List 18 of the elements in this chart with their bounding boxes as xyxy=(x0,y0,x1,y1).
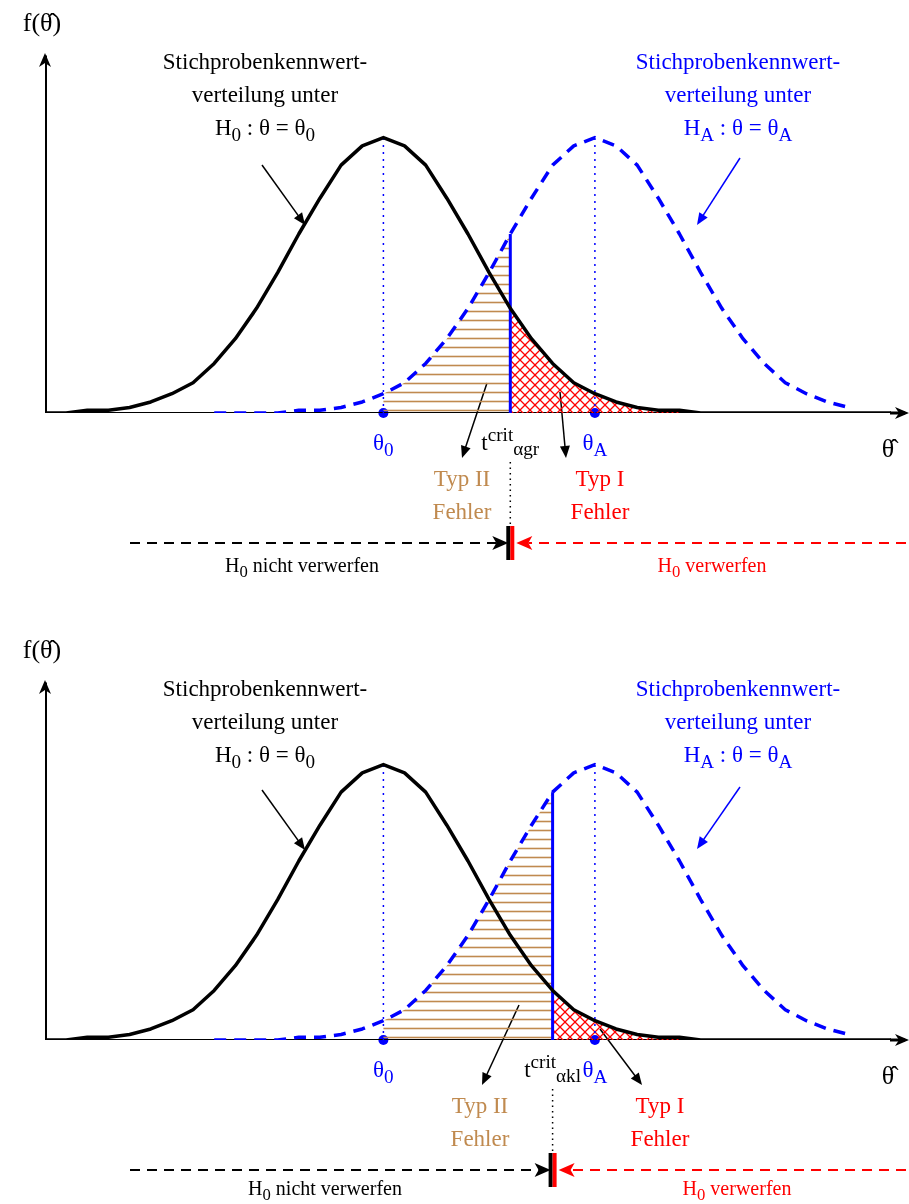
text: H$_{0}$ verwerfen xyxy=(682,1176,792,1204)
text: H$_{0}$ verwerfen xyxy=(657,553,767,583)
text: Typ I Fehler xyxy=(570,465,630,526)
y-axis-title: f(θ̂) xyxy=(22,7,62,39)
x-tick-label: θ$_{0}$ xyxy=(373,1056,394,1089)
text: Typ II Fehler xyxy=(432,465,492,526)
annotation: Stichprobenkennwert- verteilung unter H$_{0}$ : θ = θ$_{0}$ xyxy=(162,48,368,147)
text: Typ I Fehler xyxy=(630,1092,690,1153)
text: H$_{0}$ nicht verwerfen xyxy=(225,553,379,583)
x-tick-label: θ$_{A}$ xyxy=(582,1056,608,1089)
text: Typ II Fehler xyxy=(450,1092,510,1153)
annotation: Stichprobenkennwert- verteilung unter H$_{A}$ : θ = θ$_{A}$ xyxy=(635,48,841,147)
annotation: Stichprobenkennwert- verteilung unter H$_{A}$ : θ = θ$_{A}$ xyxy=(635,675,841,774)
x-tick-label: θ$_{0}$ xyxy=(373,429,394,462)
y-axis-title: f(θ̂) xyxy=(22,634,62,666)
annotation: Stichprobenkennwert- verteilung unter H$_{0}$ : θ = θ$_{0}$ xyxy=(162,675,368,774)
text: H$_{0}$ nicht verwerfen xyxy=(248,1176,402,1204)
x-tick-label: θ$_{A}$ xyxy=(582,429,608,462)
